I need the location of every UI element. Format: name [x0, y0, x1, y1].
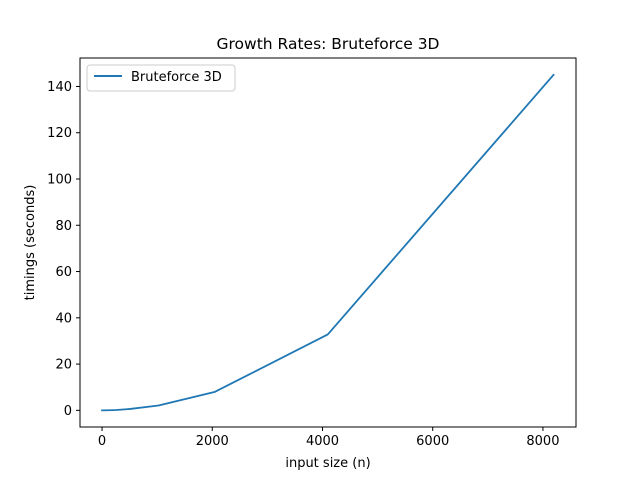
chart-title: Growth Rates: Bruteforce 3D: [217, 35, 440, 53]
x-axis-title: input size (n): [285, 456, 370, 471]
y-tick-label: 100: [47, 172, 72, 187]
y-tick-label: 120: [47, 126, 72, 141]
y-tick-label: 20: [55, 358, 72, 373]
y-tick-label: 60: [55, 265, 72, 280]
x-tick-label: 4000: [306, 434, 339, 449]
y-tick-label: 140: [47, 80, 72, 95]
x-tick-label: 6000: [416, 434, 449, 449]
legend-box: [86, 64, 236, 92]
y-tick-label: 80: [55, 219, 72, 234]
axes-frame: [79, 57, 577, 428]
x-tick-label: 0: [98, 434, 106, 449]
legend: Bruteforce 3D: [86, 64, 236, 92]
y-tick-label: 40: [55, 311, 72, 326]
plot-area: 0 2000 4000 6000 8000 0 20 40 60 80 100 120 140: [47, 57, 577, 449]
series-lines: [101, 73, 555, 412]
series-line-0: [101, 73, 555, 412]
axis-ticks: 0 2000 4000 6000 8000 0 20 40 60 80 100 120 140: [47, 80, 559, 449]
x-tick-label: 2000: [196, 434, 229, 449]
x-tick-label: 8000: [526, 434, 559, 449]
y-axis-title: timings (seconds): [23, 185, 38, 301]
legend-label: Bruteforce 3D: [131, 70, 222, 85]
y-tick-label: 0: [64, 404, 72, 419]
